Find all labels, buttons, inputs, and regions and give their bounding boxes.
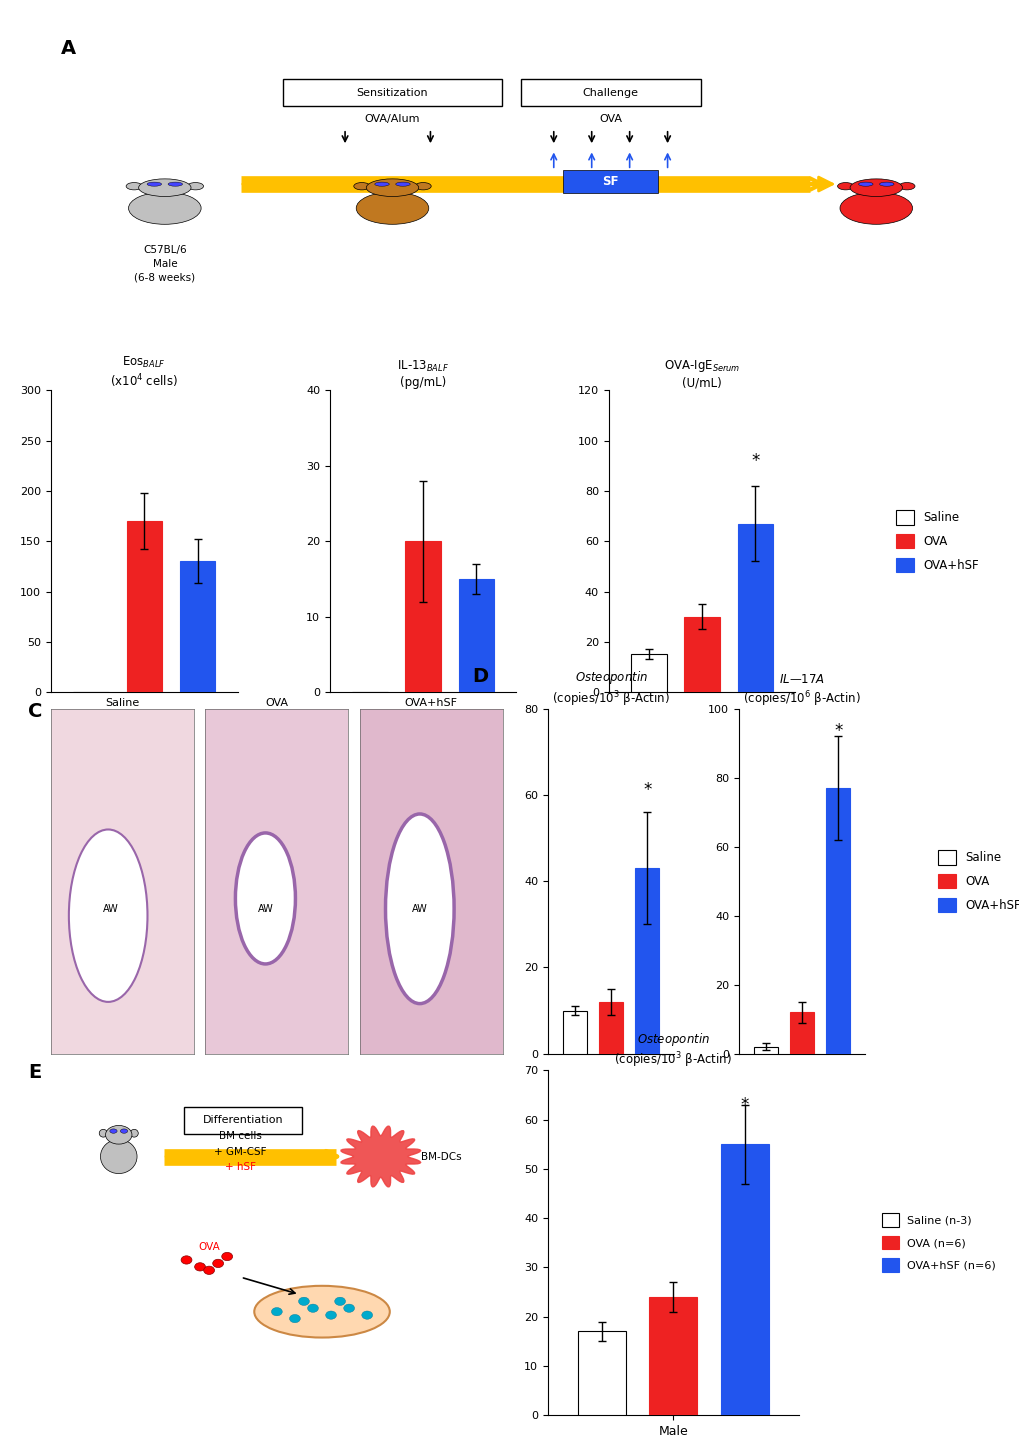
Bar	[405, 542, 440, 692]
Title: OVA-IgE$_{Serum}$
(U/mL): OVA-IgE$_{Serum}$ (U/mL)	[663, 358, 740, 390]
Bar	[459, 579, 494, 692]
Title: IL-13$_{BALF}$
(pg/mL): IL-13$_{BALF}$ (pg/mL)	[396, 360, 448, 390]
Circle shape	[289, 1314, 300, 1323]
Circle shape	[325, 1311, 336, 1320]
Text: OVA: OVA	[598, 114, 622, 124]
Bar	[126, 521, 162, 692]
Ellipse shape	[858, 182, 872, 186]
Ellipse shape	[139, 179, 191, 196]
Text: + hSF: + hSF	[225, 1162, 256, 1173]
Circle shape	[334, 1297, 345, 1305]
Text: AW: AW	[412, 904, 427, 914]
Bar	[577, 1331, 625, 1415]
Ellipse shape	[395, 182, 410, 186]
Circle shape	[299, 1297, 309, 1305]
Circle shape	[362, 1311, 372, 1320]
Text: Male: Male	[153, 258, 177, 269]
Ellipse shape	[374, 182, 389, 186]
Ellipse shape	[898, 182, 914, 189]
Text: *: *	[740, 1096, 749, 1113]
Text: (6-8 weeks): (6-8 weeks)	[135, 273, 196, 283]
Ellipse shape	[105, 1125, 131, 1144]
Ellipse shape	[840, 192, 912, 224]
Title: $\it{Osteopontin}$
(copies/10$^{3}$ β-Actin): $\it{Osteopontin}$ (copies/10$^{3}$ β-Ac…	[551, 670, 669, 709]
Ellipse shape	[126, 182, 142, 189]
Text: *: *	[643, 781, 651, 799]
Ellipse shape	[849, 179, 902, 196]
Legend: Saline, OVA, OVA+hSF: Saline, OVA, OVA+hSF	[935, 848, 1019, 914]
Title: Eos$_{BALF}$
(x10$^{4}$ cells): Eos$_{BALF}$ (x10$^{4}$ cells)	[110, 354, 178, 390]
Bar	[562, 1011, 587, 1054]
Text: C: C	[29, 702, 43, 721]
FancyBboxPatch shape	[520, 79, 700, 107]
Text: *: *	[750, 452, 759, 469]
FancyBboxPatch shape	[184, 1106, 302, 1134]
Ellipse shape	[110, 1129, 117, 1134]
Bar	[825, 788, 850, 1054]
Circle shape	[308, 1304, 318, 1313]
Ellipse shape	[385, 814, 453, 1004]
Text: A: A	[60, 39, 75, 58]
Title: $\it{IL—17A}$
(copies/10$^{6}$ β-Actin): $\it{IL—17A}$ (copies/10$^{6}$ β-Actin)	[743, 673, 860, 709]
Circle shape	[195, 1262, 205, 1271]
Circle shape	[181, 1256, 192, 1264]
Title: OVA+hSF: OVA+hSF	[405, 697, 458, 708]
Ellipse shape	[168, 182, 182, 186]
Text: BM-DCs: BM-DCs	[421, 1151, 462, 1161]
Bar	[753, 1047, 777, 1054]
Circle shape	[221, 1252, 232, 1261]
Bar	[790, 1012, 813, 1054]
Ellipse shape	[254, 1285, 389, 1337]
Text: + GM-CSF: + GM-CSF	[214, 1147, 267, 1157]
Ellipse shape	[356, 192, 428, 224]
Bar	[737, 524, 772, 692]
Legend: Saline (n-3), OVA (n=6), OVA+hSF (n=6): Saline (n-3), OVA (n=6), OVA+hSF (n=6)	[878, 1212, 998, 1274]
Ellipse shape	[120, 1129, 127, 1134]
Text: E: E	[29, 1063, 42, 1083]
Ellipse shape	[128, 192, 201, 224]
Ellipse shape	[130, 1129, 139, 1136]
Bar	[598, 1002, 623, 1054]
FancyBboxPatch shape	[562, 170, 657, 192]
Ellipse shape	[878, 182, 893, 186]
Ellipse shape	[100, 1139, 137, 1174]
Circle shape	[271, 1307, 282, 1315]
Ellipse shape	[147, 182, 161, 186]
Title: Saline: Saline	[105, 697, 140, 708]
Text: AW: AW	[103, 904, 119, 914]
Bar	[720, 1144, 768, 1415]
Text: Sensitization: Sensitization	[357, 88, 428, 98]
Text: Differentiation: Differentiation	[203, 1115, 283, 1125]
Ellipse shape	[366, 179, 418, 196]
Ellipse shape	[235, 833, 296, 965]
Bar	[635, 868, 658, 1054]
Text: *: *	[834, 722, 842, 741]
Legend: Saline, OVA, OVA+hSF: Saline, OVA, OVA+hSF	[893, 508, 980, 575]
FancyBboxPatch shape	[283, 79, 501, 107]
Title: OVA: OVA	[265, 697, 288, 708]
Ellipse shape	[415, 182, 431, 189]
Ellipse shape	[354, 182, 370, 189]
Ellipse shape	[187, 182, 204, 189]
Polygon shape	[340, 1126, 420, 1187]
Bar	[649, 1297, 697, 1415]
Ellipse shape	[69, 829, 148, 1002]
Title: $\it{Osteopontin}$
(copies/10$^{3}$ β-Actin): $\it{Osteopontin}$ (copies/10$^{3}$ β-Ac…	[613, 1031, 732, 1070]
Text: OVA: OVA	[198, 1242, 220, 1252]
Text: C57BL/6: C57BL/6	[143, 245, 186, 256]
Text: AW: AW	[257, 904, 273, 914]
Bar	[631, 654, 665, 692]
Circle shape	[213, 1259, 223, 1268]
Bar	[684, 617, 719, 692]
Text: BM cells: BM cells	[219, 1131, 262, 1141]
Ellipse shape	[99, 1129, 107, 1136]
Circle shape	[343, 1304, 355, 1313]
Text: OVA/Alum: OVA/Alum	[365, 114, 420, 124]
Circle shape	[204, 1266, 214, 1275]
Bar	[179, 562, 215, 692]
Text: D: D	[472, 667, 488, 686]
Text: Challenge: Challenge	[582, 88, 638, 98]
Text: SF: SF	[602, 175, 619, 188]
Ellipse shape	[837, 182, 853, 189]
